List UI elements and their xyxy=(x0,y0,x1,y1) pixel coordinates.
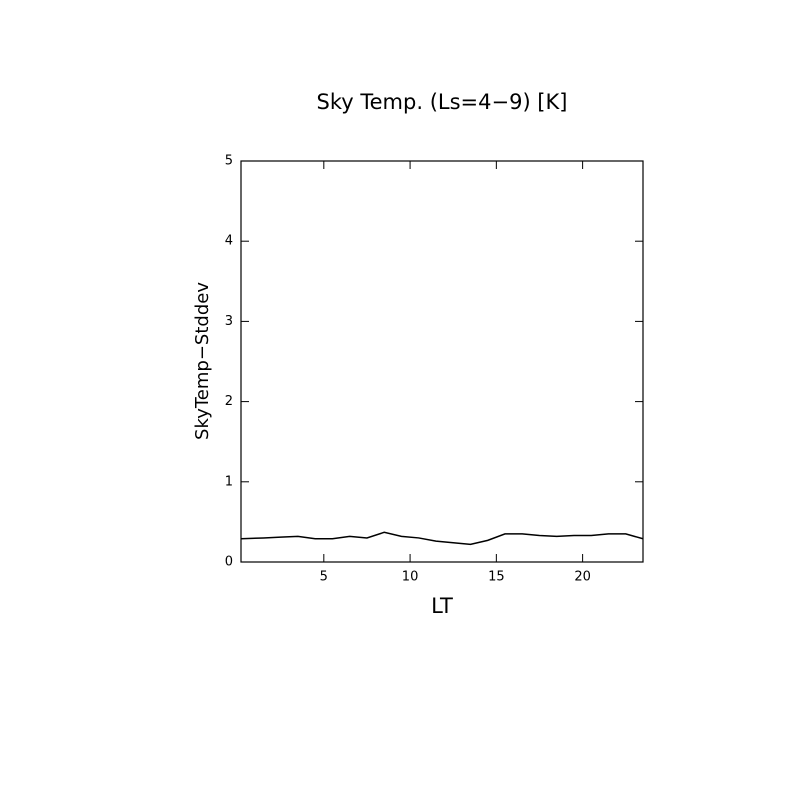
x-tick-label: 15 xyxy=(488,570,505,585)
x-tick-label: 20 xyxy=(574,570,591,585)
y-tick-label: 2 xyxy=(225,394,233,409)
x-tick-label: 10 xyxy=(402,570,419,585)
y-axis-label: SkyTemp−Stddev xyxy=(192,282,213,440)
chart-title: Sky Temp. (Ls=4−9) [K] xyxy=(317,90,568,114)
y-tick-label: 0 xyxy=(225,555,233,570)
x-axis-label: LT xyxy=(431,594,453,618)
data-line xyxy=(240,531,644,546)
y-tick-label: 5 xyxy=(225,154,233,169)
y-tick-label: 3 xyxy=(225,314,233,329)
y-tick-label: 4 xyxy=(225,234,233,249)
x-tick-label: 5 xyxy=(320,570,328,585)
y-tick-label: 1 xyxy=(225,474,233,489)
plot-frame xyxy=(240,160,644,563)
